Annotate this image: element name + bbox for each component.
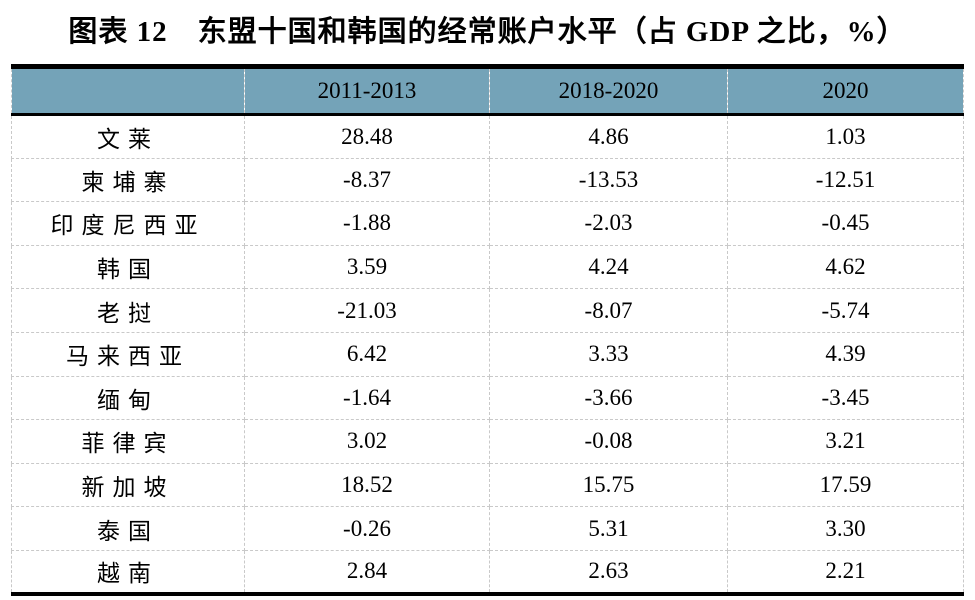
country-cell: 越南 xyxy=(11,549,245,597)
column-header-2020: 2020 xyxy=(727,64,964,116)
value-cell: -0.08 xyxy=(489,419,728,464)
value-cell: 2.84 xyxy=(244,549,490,597)
table-row: 文莱 28.48 4.86 1.03 xyxy=(11,114,964,159)
value-cell: -21.03 xyxy=(244,288,490,333)
value-cell: 3.30 xyxy=(727,506,964,551)
country-cell: 缅甸 xyxy=(11,375,245,421)
table-row: 老挝 -21.03 -8.07 -5.74 xyxy=(11,288,964,333)
table-row: 印度尼西亚 -1.88 -2.03 -0.45 xyxy=(11,201,964,246)
value-cell: -5.74 xyxy=(727,288,964,333)
value-cell: 3.33 xyxy=(489,331,728,377)
table-row: 柬埔寨 -8.37 -13.53 -12.51 xyxy=(11,157,964,203)
value-cell: -8.37 xyxy=(244,157,490,203)
country-cell: 泰国 xyxy=(11,506,245,551)
value-cell: 4.62 xyxy=(727,244,964,290)
figure-title: 图表 12 东盟十国和韩国的经常账户水平（占 GDP 之比，%） xyxy=(68,16,907,48)
value-cell: 17.59 xyxy=(727,462,964,508)
value-cell: 2.21 xyxy=(727,549,964,597)
value-cell: 4.24 xyxy=(489,244,728,290)
value-cell: -1.88 xyxy=(244,201,490,246)
value-cell: 1.03 xyxy=(727,114,964,159)
country-cell: 韩国 xyxy=(11,244,245,290)
country-cell: 菲律宾 xyxy=(11,419,245,464)
table-header: 2011-2013 2018-2020 2020 xyxy=(11,64,964,116)
table-row: 越南 2.84 2.63 2.21 xyxy=(11,549,964,597)
country-cell: 印度尼西亚 xyxy=(11,201,245,246)
value-cell: 6.42 xyxy=(244,331,490,377)
value-cell: 15.75 xyxy=(489,462,728,508)
value-cell: 4.86 xyxy=(489,114,728,159)
country-cell: 文莱 xyxy=(11,114,245,159)
value-cell: 2.63 xyxy=(489,549,728,597)
value-cell: -2.03 xyxy=(489,201,728,246)
country-cell: 柬埔寨 xyxy=(11,157,245,203)
table-row: 韩国 3.59 4.24 4.62 xyxy=(11,244,964,290)
table-row: 缅甸 -1.64 -3.66 -3.45 xyxy=(11,375,964,421)
value-cell: -0.45 xyxy=(727,201,964,246)
country-cell: 马来西亚 xyxy=(11,331,245,377)
value-cell: 5.31 xyxy=(489,506,728,551)
country-cell: 老挝 xyxy=(11,288,245,333)
value-cell: -8.07 xyxy=(489,288,728,333)
value-cell: 18.52 xyxy=(244,462,490,508)
column-header-2018-2020: 2018-2020 xyxy=(489,64,728,116)
value-cell: 3.21 xyxy=(727,419,964,464)
table-row: 新加坡 18.52 15.75 17.59 xyxy=(11,462,964,508)
column-header-country xyxy=(11,64,245,116)
value-cell: -1.64 xyxy=(244,375,490,421)
table-row: 马来西亚 6.42 3.33 4.39 xyxy=(11,331,964,377)
value-cell: 28.48 xyxy=(244,114,490,159)
value-cell: -13.53 xyxy=(489,157,728,203)
value-cell: -0.26 xyxy=(244,506,490,551)
value-cell: -3.66 xyxy=(489,375,728,421)
value-cell: -3.45 xyxy=(727,375,964,421)
table-body: 文莱 28.48 4.86 1.03 柬埔寨 -8.37 -13.53 -12.… xyxy=(11,114,964,597)
value-cell: 4.39 xyxy=(727,331,964,377)
value-cell: 3.02 xyxy=(244,419,490,464)
country-cell: 新加坡 xyxy=(11,462,245,508)
header-row: 2011-2013 2018-2020 2020 xyxy=(11,64,964,116)
value-cell: 3.59 xyxy=(244,244,490,290)
value-cell: -12.51 xyxy=(727,157,964,203)
current-account-table: 2011-2013 2018-2020 2020 文莱 28.48 4.86 1… xyxy=(11,64,964,597)
table-row: 菲律宾 3.02 -0.08 3.21 xyxy=(11,419,964,464)
table-row: 泰国 -0.26 5.31 3.30 xyxy=(11,506,964,551)
column-header-2011-2013: 2011-2013 xyxy=(244,64,490,116)
